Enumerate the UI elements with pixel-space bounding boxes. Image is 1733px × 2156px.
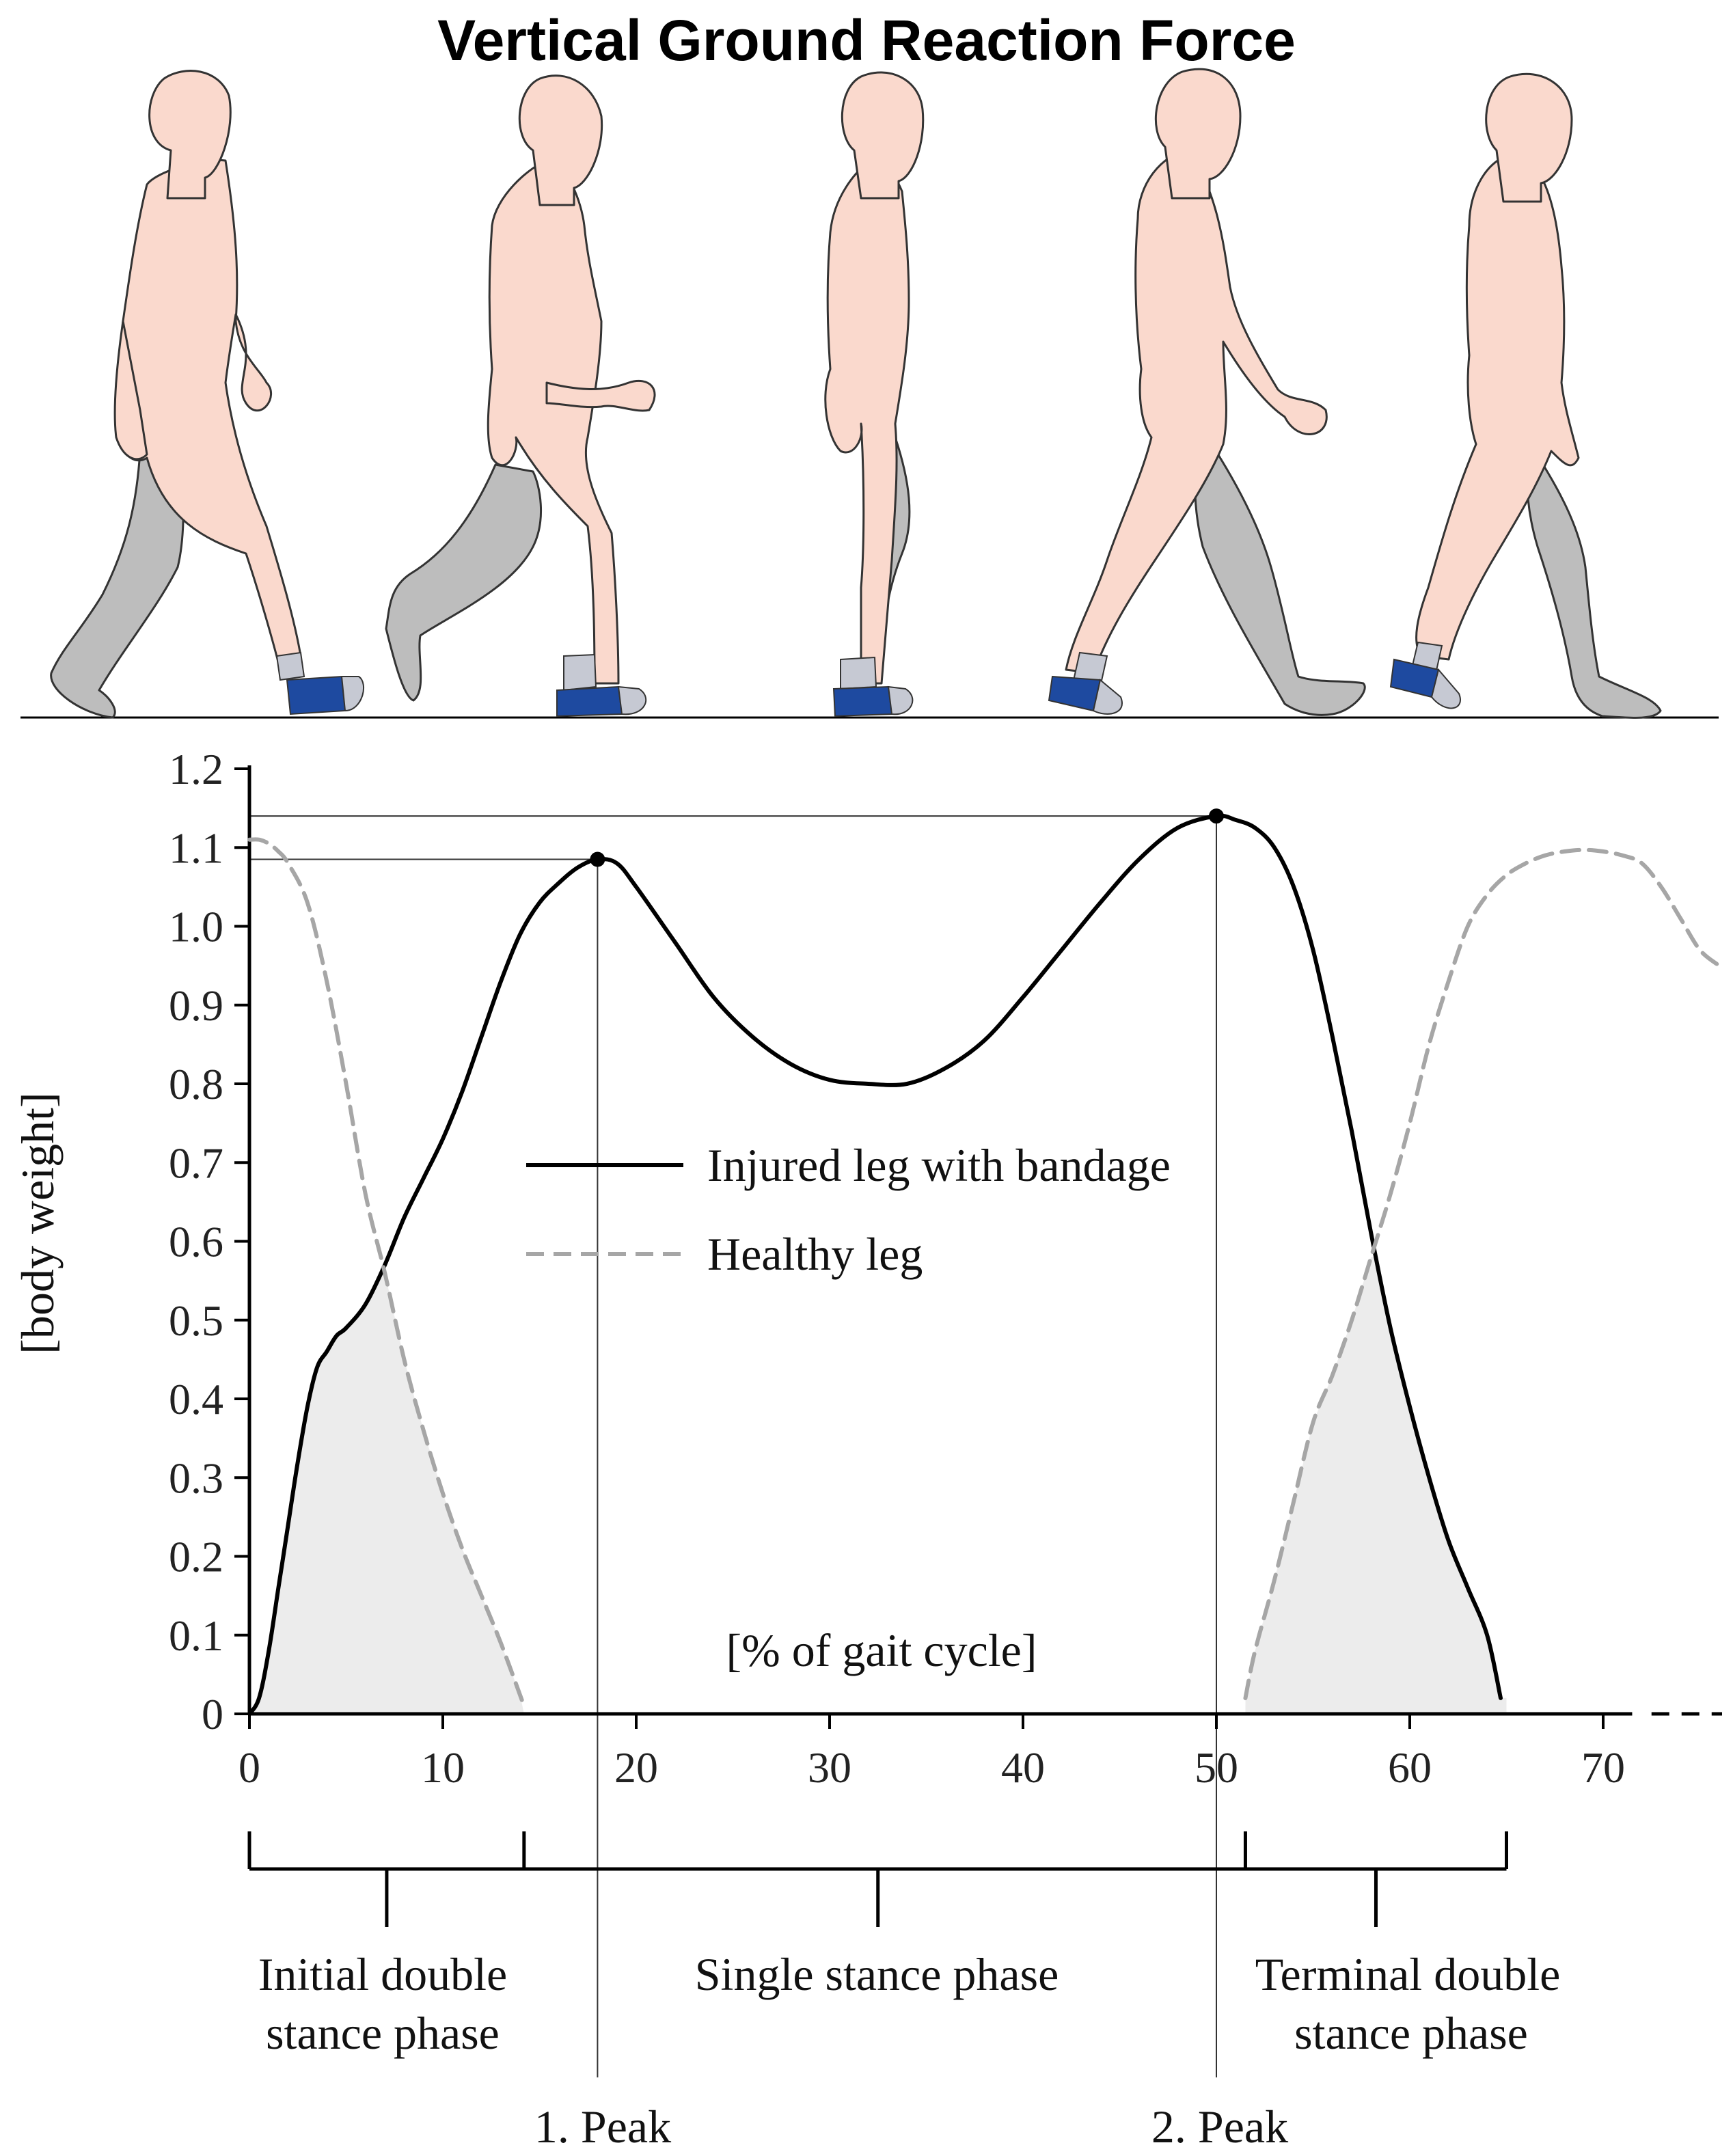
legend: Injured leg with bandage Healthy leg: [526, 1139, 1171, 1280]
peak-label-2: 2. Peak: [1151, 2101, 1288, 2153]
peak-guide-lines: [249, 815, 1217, 2077]
x-axis-label: [% of gait cycle]: [726, 1624, 1037, 1676]
x-tick-label-7: 70: [1581, 1743, 1625, 1792]
shaded-region-2: [1245, 1257, 1507, 1714]
y-tick-label-1: 0.1: [169, 1611, 223, 1660]
phase-label-initial-2: stance phase: [266, 2007, 500, 2059]
shaded-region-1: [249, 1272, 524, 1714]
x-tick-label-5: 50: [1195, 1743, 1238, 1792]
series-line-1: [247, 813, 1503, 1716]
peak-marker-2: [1209, 808, 1224, 824]
y-tick-label-9: 0.9: [169, 981, 223, 1030]
phase-label-single: Single stance phase: [695, 1948, 1059, 2000]
peak-marker-1: [590, 851, 605, 867]
x-tick-label-4: 40: [1001, 1743, 1045, 1792]
x-tick-label-0: 0: [238, 1743, 260, 1792]
walking-figure-4: [1048, 68, 1366, 716]
chart-title: Vertical Ground Reaction Force: [437, 8, 1296, 72]
phase-label-terminal-1: Terminal double: [1255, 1948, 1561, 2000]
y-tick-label-12: 1.2: [169, 745, 223, 793]
legend-label-injured: Injured leg with bandage: [707, 1139, 1171, 1191]
shaded-regions: [249, 1257, 1507, 1714]
y-axis-label: [body weight]: [12, 1092, 64, 1354]
walking-figure-2: [385, 74, 656, 718]
legend-label-healthy: Healthy leg: [707, 1228, 923, 1280]
axes: 0 0.1 0.2 0.3 0.4 0.5 0.6 0.7 0.8 0.9 1.0 1.1 1.2 0 10…: [169, 745, 1722, 1792]
phase-brackets: [247, 1831, 1508, 1927]
x-tick-label-1: 10: [421, 1743, 465, 1792]
x-tick-label-3: 30: [808, 1743, 851, 1792]
y-tick-label-2: 0.2: [169, 1533, 223, 1581]
y-tick-label-8: 0.8: [169, 1060, 223, 1108]
walking-illustration: [21, 68, 1719, 719]
x-tick-label-2: 20: [614, 1743, 658, 1792]
peak-markers: [590, 808, 1224, 867]
y-tick-label-4: 0.4: [169, 1375, 223, 1423]
series-lines: [247, 813, 1721, 1716]
y-tick-label-11: 1.1: [169, 823, 223, 872]
y-tick-label-10: 1.0: [169, 903, 223, 951]
y-tick-label-7: 0.7: [169, 1138, 223, 1187]
y-tick-label-3: 0.3: [169, 1454, 223, 1502]
x-tick-label-6: 60: [1388, 1743, 1432, 1792]
phase-label-initial-1: Initial double: [258, 1948, 507, 2000]
walking-figure-5: [1389, 72, 1662, 719]
y-tick-label-0: 0: [202, 1690, 223, 1738]
walking-figure-3: [824, 71, 925, 718]
series-line-3: [1243, 847, 1721, 1700]
series-line-2: [247, 837, 526, 1708]
y-tick-label-5: 0.5: [169, 1296, 223, 1345]
y-tick-label-6: 0.6: [169, 1218, 223, 1266]
peak-label-1: 1. Peak: [534, 2101, 671, 2153]
walking-figure-1: [50, 70, 365, 719]
phase-label-terminal-2: stance phase: [1294, 2007, 1528, 2059]
